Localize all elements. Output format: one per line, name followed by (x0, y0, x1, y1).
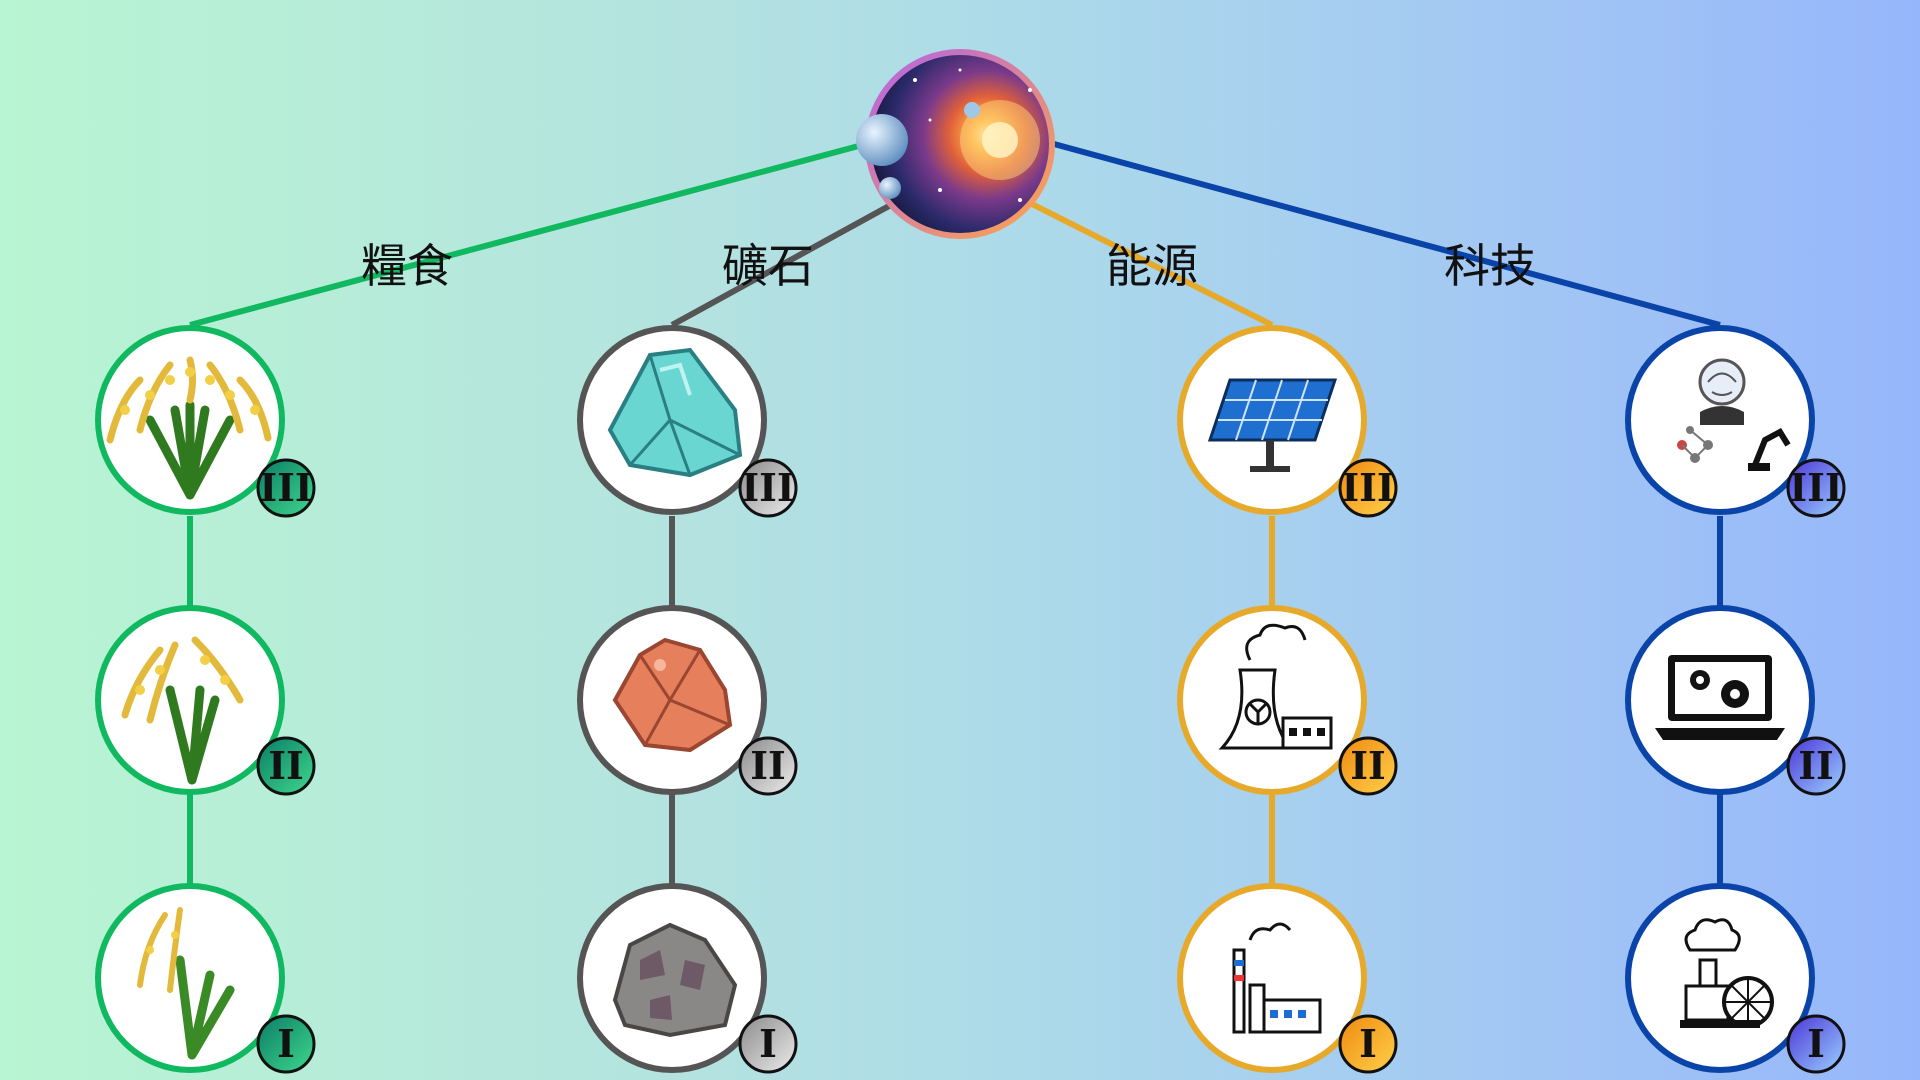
energy-tier-2-node[interactable] (1177, 605, 1367, 795)
tech-tier-2-node[interactable] (1625, 605, 1815, 795)
tier-badge-label: III (1341, 465, 1394, 510)
solar-panel-icon (1207, 378, 1338, 472)
copper-ore-icon (612, 637, 733, 753)
tier-badge-label: II (750, 743, 786, 788)
turquoise-crystal-icon (607, 347, 743, 478)
tech-tier-1-badge: I (1786, 1014, 1846, 1074)
laptop-gears-icon (1655, 655, 1785, 740)
food-tier-3-node[interactable] (95, 325, 285, 515)
energy-tier-3-node[interactable] (1177, 325, 1367, 515)
nuclear-plant-icon (1218, 623, 1333, 750)
tech-tier-2-badge: II (1786, 736, 1846, 796)
energy-tier-3-badge: III (1338, 458, 1398, 518)
branch-label-food: 糧食 (361, 239, 453, 293)
branch-label-tech: 科技 (1444, 239, 1536, 293)
tier-badge-label: I (1807, 1021, 1825, 1066)
tier-badge-label: I (1359, 1021, 1377, 1066)
tier-badge-label: II (1798, 743, 1834, 788)
branch-label-energy: 能源 (1106, 239, 1198, 293)
mineral-tier-1-badge: I (738, 1014, 798, 1074)
rice-plant-lush-icon (106, 356, 272, 500)
steam-engine-icon (1680, 918, 1774, 1028)
factory-icon (1232, 922, 1322, 1034)
food-tier-2-badge: II (256, 736, 316, 796)
food-tier-1-node[interactable] (95, 883, 285, 1073)
energy-tier-1-node[interactable] (1177, 883, 1367, 1073)
food-tier-1-badge: I (256, 1014, 316, 1074)
food-tier-2-node[interactable] (95, 605, 285, 795)
rice-plant-medium-icon (121, 636, 244, 785)
mineral-tier-2-badge: II (738, 736, 798, 796)
mineral-branch-line (670, 197, 902, 328)
ai-robotics-icon (1677, 358, 1791, 471)
galaxy-icon (856, 68, 1040, 202)
grey-rock-icon (612, 922, 738, 1038)
tier-badge-label: II (1350, 743, 1386, 788)
connector-lines (187, 141, 1723, 884)
tier-badge-label: I (759, 1021, 777, 1066)
tier-badge-label: III (259, 465, 312, 510)
tech-tier-3-badge: III (1786, 458, 1846, 518)
energy-tier-2-badge: II (1338, 736, 1398, 796)
root-node[interactable] (856, 49, 1055, 239)
energy-branch-line (1018, 195, 1274, 328)
tier-badge-label: II (268, 743, 304, 788)
mineral-tier-3-badge: III (738, 458, 798, 518)
tier-badge-label: III (1789, 465, 1842, 510)
food-tier-3-badge: III (256, 458, 316, 518)
tech-branch-line (1053, 141, 1721, 328)
branch-label-mineral: 礦石 (722, 239, 814, 293)
tier-badge-label: I (277, 1021, 295, 1066)
mineral-tier-3-node[interactable] (577, 325, 767, 515)
tech-tier-3-node[interactable] (1625, 325, 1815, 515)
tier-badge-label: III (741, 465, 794, 510)
energy-tier-1-badge: I (1338, 1014, 1398, 1074)
tech-tier-1-node[interactable] (1625, 883, 1815, 1073)
rice-plant-young-icon (137, 907, 235, 1060)
mineral-tier-1-node[interactable] (577, 883, 767, 1073)
food-branch-line (189, 141, 867, 328)
mineral-tier-2-node[interactable] (577, 605, 767, 795)
